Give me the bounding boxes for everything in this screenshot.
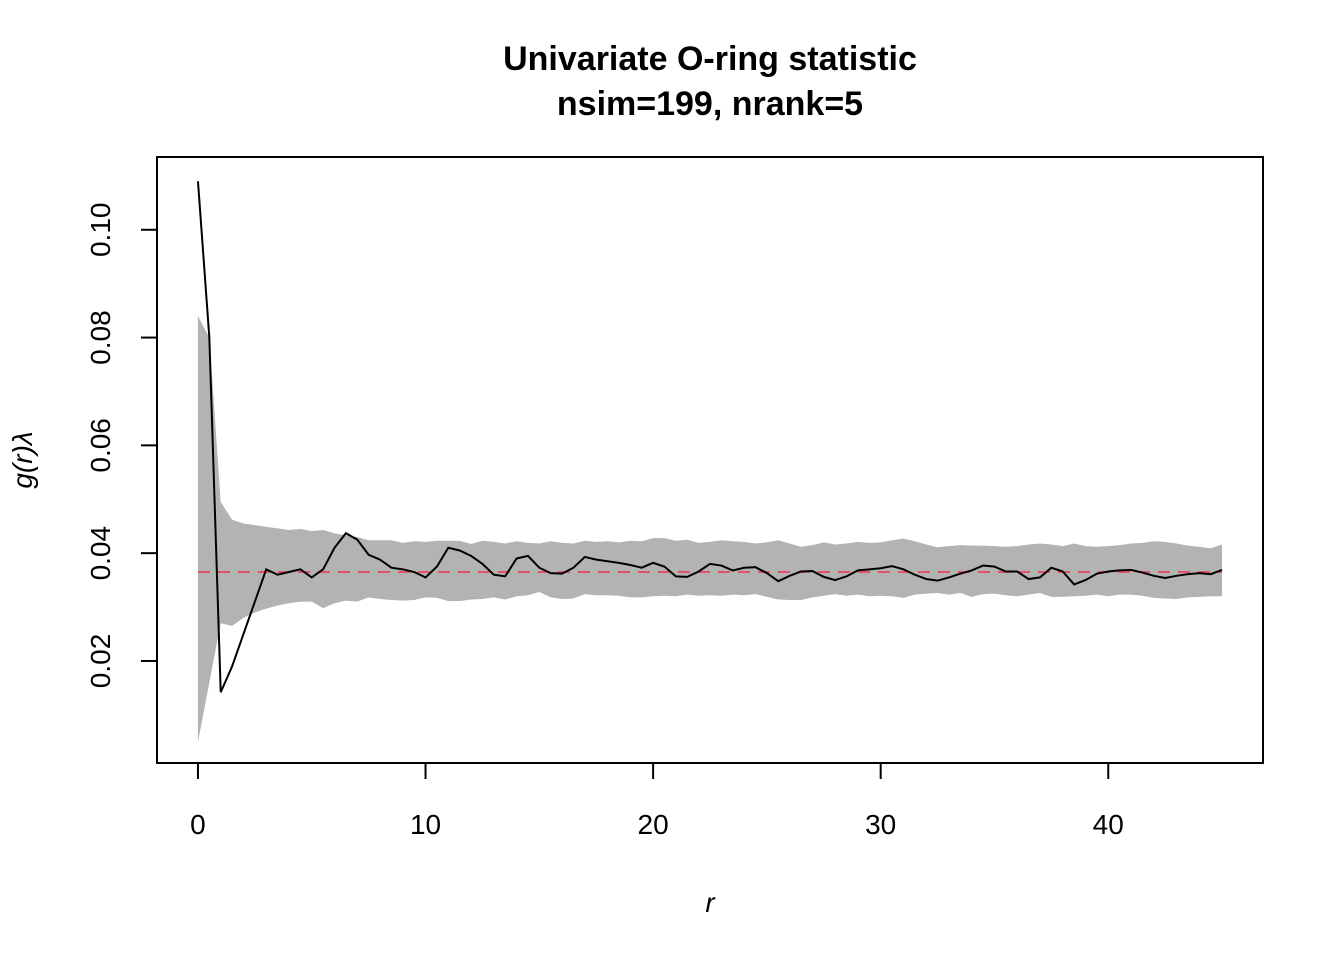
x-tick-label: 10 bbox=[410, 809, 441, 840]
y-axis-label: g(r)λ bbox=[7, 431, 38, 488]
x-axis-label: r bbox=[705, 887, 716, 918]
y-tick-label: 0.02 bbox=[85, 634, 116, 689]
x-tick-label: 0 bbox=[190, 809, 206, 840]
y-tick-label: 0.04 bbox=[85, 526, 116, 581]
x-tick-label: 20 bbox=[638, 809, 669, 840]
x-tick-label: 40 bbox=[1093, 809, 1124, 840]
plot-frame bbox=[156, 156, 1264, 764]
y-tick-label: 0.08 bbox=[85, 310, 116, 365]
y-tick-label: 0.06 bbox=[85, 418, 116, 473]
observed-line bbox=[196, 181, 1223, 693]
x-tick-label: 30 bbox=[865, 809, 896, 840]
chart-subtitle: nsim=199, nrank=5 bbox=[557, 85, 863, 123]
y-tick-label: 0.10 bbox=[85, 203, 116, 257]
envelope-area bbox=[197, 316, 1223, 742]
chart-title: Univariate O-ring statistic bbox=[503, 40, 917, 78]
